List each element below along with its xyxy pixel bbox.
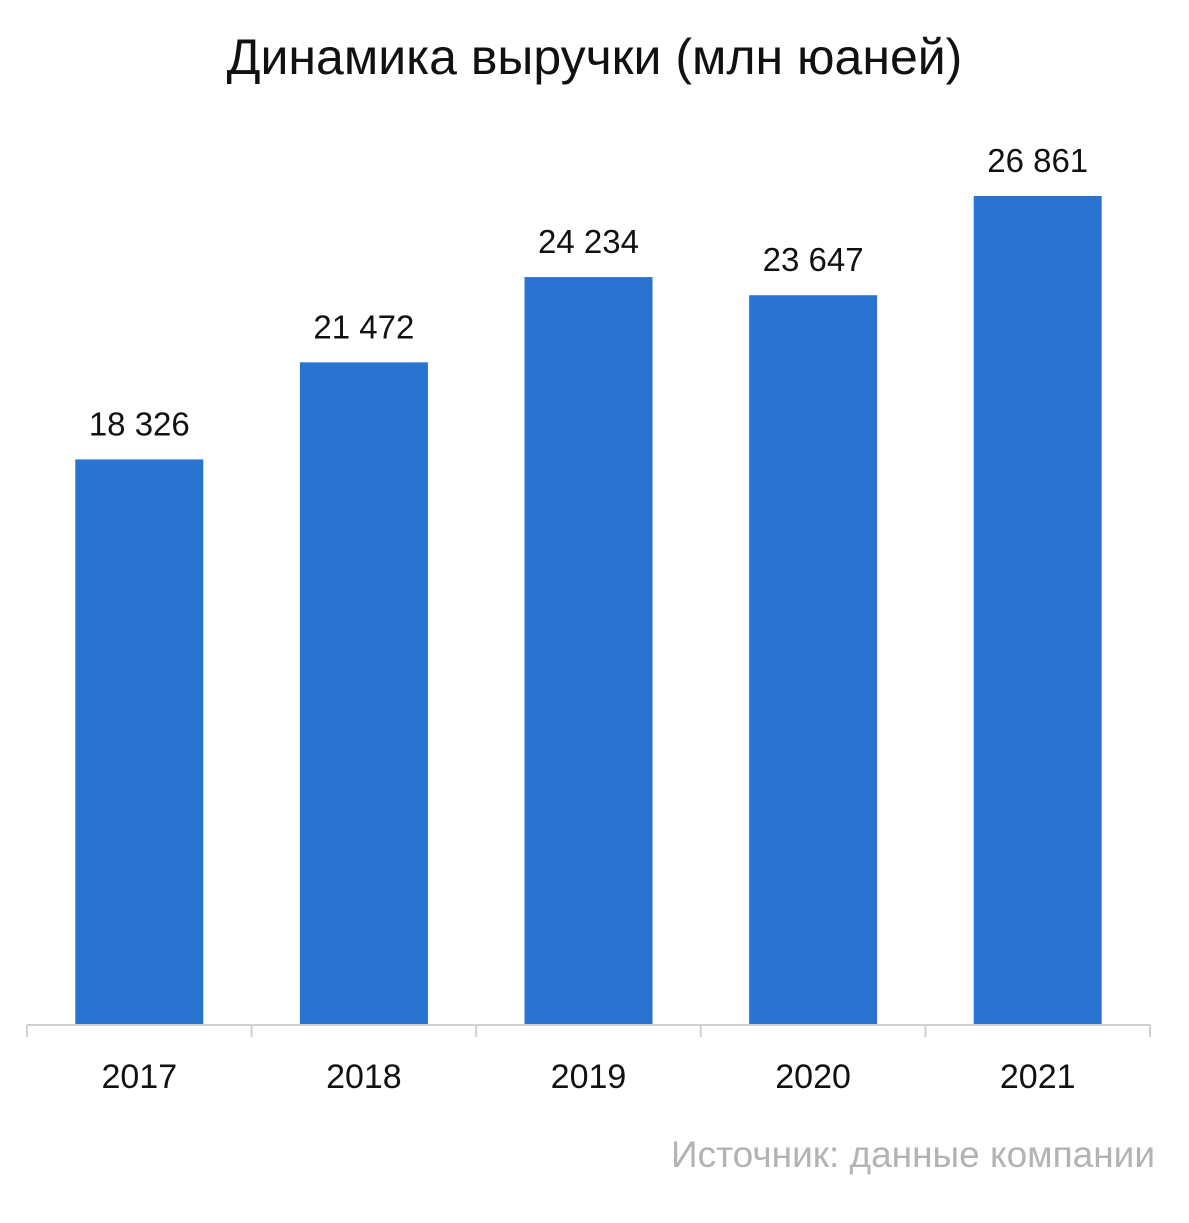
x-tick-label-2021: 2021	[1000, 1058, 1076, 1096]
labels-layer: 18 326 2017 21 472 2018 24 234 2019 23 647 2020…	[89, 142, 1088, 1096]
x-tick-label-2018: 2018	[326, 1058, 402, 1096]
x-tick-label-2020: 2020	[775, 1058, 851, 1096]
bars-layer	[75, 196, 1102, 1025]
data-label-2018: 21 472	[313, 308, 414, 345]
data-label-2017: 18 326	[89, 405, 190, 442]
bar-2019	[524, 277, 653, 1025]
bar-2020	[749, 295, 878, 1025]
data-label-2019: 24 234	[538, 223, 639, 260]
x-tick-label-2019: 2019	[551, 1058, 627, 1096]
source-note: Источник: данные компании	[671, 1134, 1155, 1175]
bar-2018	[299, 362, 428, 1025]
data-label-2020: 23 647	[763, 241, 864, 278]
bar-2021	[973, 196, 1102, 1025]
x-tick-label-2017: 2017	[101, 1058, 177, 1096]
bar-2017	[75, 459, 204, 1025]
chart-title: Динамика выручки (млн юаней)	[226, 29, 963, 85]
x-axis	[26, 1024, 1151, 1037]
data-label-2021: 26 861	[987, 142, 1088, 179]
